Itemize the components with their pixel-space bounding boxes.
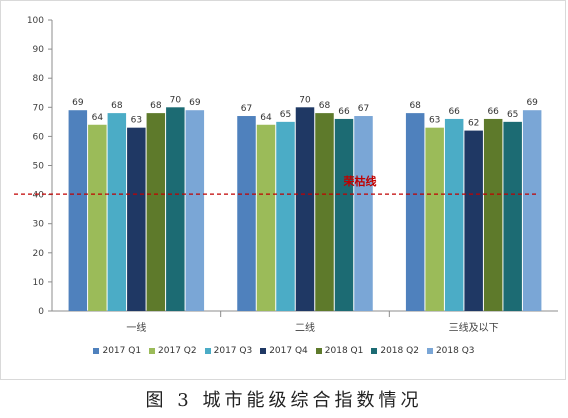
y-tick-label: 20 [33,249,45,259]
y-tick-label: 0 [38,307,44,317]
bar-value-label: 68 [319,101,331,111]
bar-value-label: 64 [92,113,104,123]
y-tick-label: 80 [33,74,45,84]
reference-line-label: 荣枯线 [343,174,377,188]
y-tick-label: 50 [33,162,45,172]
y-tick-label: 60 [33,132,45,142]
bar [68,110,88,312]
y-tick-label: 40 [33,191,45,201]
bar [334,118,354,311]
bar [237,116,256,311]
bar-value-label: 69 [189,98,201,108]
bar [444,118,464,311]
bar-value-label: 65 [507,110,518,120]
bar [464,130,483,311]
y-tick-label: 100 [27,16,44,26]
bar [354,116,373,311]
legend-item: 2018 Q2 [371,346,419,356]
y-tick-label: 70 [33,103,45,113]
x-category-label: 二线 [295,321,315,334]
legend-item: 2017 Q4 [260,346,308,356]
legend-label: 2018 Q2 [380,346,419,356]
bar-value-label: 63 [131,116,142,126]
bar-value-label: 66 [487,107,499,117]
bar-value-label: 68 [111,101,123,111]
x-category-label: 三线及以下 [449,321,499,334]
bar-value-label: 68 [409,101,421,111]
bar-value-label: 64 [260,113,272,123]
bar [146,113,166,312]
legend-swatch [371,348,378,354]
bar [185,110,205,312]
figure-caption: 图 3 城市能级综合指数情况 [145,390,423,411]
bar-chart: 0 10 20 30 40 50 60 70 80 90 100 一线 69 64 68 63 68 70 69 二线… [14,16,558,334]
bar-value-label: 70 [170,95,182,105]
legend-item: 2018 Q1 [315,346,364,356]
bar [483,118,503,311]
chart-legend: 2017 Q1 2017 Q2 2017 Q3 2017 Q4 2018 Q1 2018 … [0,346,568,356]
bar [256,124,276,311]
legend-swatch [426,348,433,354]
legend-item: 2017 Q1 [93,346,141,356]
bar-value-label: 68 [150,101,162,111]
legend-label: 2017 Q1 [102,346,142,356]
bar [315,113,334,312]
bar [127,127,146,311]
bar-value-label: 67 [241,104,252,114]
legend-swatch [149,348,156,354]
bar [405,113,425,312]
bar-value-label: 62 [468,119,479,129]
legend-swatch [93,348,100,354]
bar [276,121,295,311]
legend-item: 2017 Q2 [149,346,197,356]
bar-value-label: 66 [448,107,460,117]
x-category-label: 一线 [126,321,146,334]
legend-label: 2017 Q3 [213,346,253,356]
bar [107,113,127,312]
legend-swatch [315,348,322,354]
legend-item: 2018 Q3 [426,346,475,356]
bar-value-label: 65 [280,110,291,120]
y-tick-label: 10 [33,278,45,288]
legend-label: 2018 Q3 [435,346,475,356]
legend-label: 2017 Q2 [158,346,197,356]
legend-swatch [204,348,211,354]
y-tick-label: 30 [33,220,45,230]
legend-item: 2017 Q3 [204,346,253,356]
legend-swatch [260,348,267,354]
bar [88,124,107,311]
bar-value-label: 69 [72,98,84,108]
bar [503,121,522,311]
bar [295,107,315,311]
bar-value-label: 69 [526,98,538,108]
legend-label: 2017 Q4 [269,346,308,356]
bar [425,127,444,311]
bar-value-label: 63 [429,116,440,126]
bar [522,110,542,312]
y-tick-label: 90 [33,45,45,55]
bar-value-label: 67 [358,104,369,114]
bar-value-label: 70 [299,95,311,105]
bar [166,107,185,311]
legend-label: 2018 Q1 [324,346,364,356]
bar-value-label: 66 [338,107,350,117]
